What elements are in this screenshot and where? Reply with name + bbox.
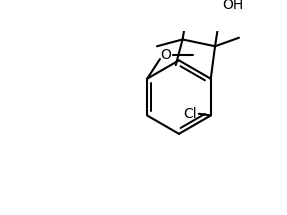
Text: O: O <box>160 48 171 62</box>
Text: Cl: Cl <box>183 107 197 121</box>
Text: OH: OH <box>222 0 243 12</box>
